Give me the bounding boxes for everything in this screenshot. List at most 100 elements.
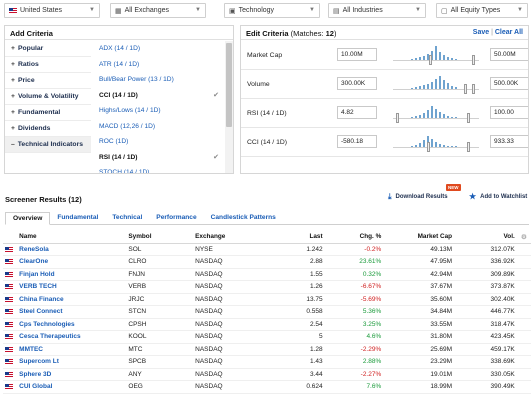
column-header-exchange[interactable]: Exchange: [193, 231, 270, 244]
range-histogram[interactable]: [393, 74, 479, 94]
category-ratios[interactable]: + Ratios: [5, 57, 91, 73]
stock-name-link[interactable]: MMTEC: [17, 343, 127, 356]
min-value-input[interactable]: [337, 135, 377, 148]
table-row[interactable]: CUI Global OEG NASDAQ 0.624 7.6% 18.99M 390.49…: [3, 380, 531, 394]
column-header-market-cap[interactable]: Market Cap: [383, 231, 455, 244]
criterion-item[interactable]: ADX (14 / 1D): [95, 41, 223, 57]
stock-name-link[interactable]: CUI Global: [17, 380, 127, 394]
flag-column-header: [3, 231, 18, 244]
tab-fundamental[interactable]: Fundamental: [57, 214, 99, 221]
stock-name-link[interactable]: China Finance: [17, 293, 127, 306]
tab-performance[interactable]: Performance: [156, 214, 197, 221]
exchange-select[interactable]: ▦ All Exchanges ▼: [110, 3, 206, 18]
range-min-handle[interactable]: [427, 142, 431, 152]
table-row[interactable]: Cps Technologies CPSH NASDAQ 2.54 3.25% 33.55…: [3, 318, 531, 331]
column-header-last[interactable]: Last: [270, 231, 325, 244]
range-min-handle[interactable]: [472, 84, 476, 94]
plus-icon: +: [11, 125, 15, 132]
save-link[interactable]: Save: [472, 29, 490, 36]
criterion-item[interactable]: MACD (12,26 / 1D): [95, 119, 223, 135]
min-value-input[interactable]: [337, 77, 377, 90]
histogram-bar: [435, 46, 437, 60]
scrollbar-thumb[interactable]: [226, 43, 232, 127]
table-row[interactable]: VERB TECH VERB NASDAQ 1.26 -6.67% 37.67M 373.8…: [3, 280, 531, 294]
category-volume-volatility[interactable]: + Volume & Volatility: [5, 89, 91, 105]
criterion-item[interactable]: ATR (14 / 1D): [95, 57, 223, 73]
range-histogram[interactable]: [393, 132, 479, 152]
table-row[interactable]: ReneSola SOL NYSE 1.242 -0.2% 49.13M 312.07K: [3, 243, 531, 256]
stock-name-link[interactable]: ReneSola: [17, 243, 127, 256]
criteria-scrollbar[interactable]: [225, 41, 233, 173]
category-dividends[interactable]: + Dividends: [5, 121, 91, 137]
industry-select[interactable]: ▤ All Industries ▼: [328, 3, 426, 18]
equity-type-select[interactable]: ▢ All Equity Types ▼: [436, 3, 528, 18]
max-value-input[interactable]: [490, 106, 528, 119]
min-value-input[interactable]: [337, 48, 377, 61]
criterion-item[interactable]: ROC (1D): [95, 134, 223, 150]
add-to-watchlist-button[interactable]: ★ Add to Watchlist: [469, 192, 527, 201]
stock-name-link[interactable]: Supercom Lt: [17, 355, 127, 369]
change-percent-cell: 2.88%: [324, 355, 384, 369]
equity-type-value: All Equity Types: [450, 7, 501, 14]
max-value-input[interactable]: [490, 135, 528, 148]
stock-name-link[interactable]: Steel Connect: [17, 305, 127, 319]
range-max-handle[interactable]: [429, 55, 433, 65]
criterion-item[interactable]: CCI (14 / 1D) ✔: [95, 88, 223, 104]
table-row[interactable]: ClearOne CLRO NASDAQ 2.88 23.61% 47.95M 336.92…: [3, 255, 531, 269]
stock-name-link[interactable]: Cps Technologies: [17, 318, 127, 331]
change-percent-cell: 7.6%: [324, 380, 384, 394]
range-histogram[interactable]: [393, 103, 479, 123]
criterion-item[interactable]: Highs/Lows (14 / 1D): [95, 103, 223, 119]
category-price[interactable]: + Price: [5, 73, 91, 89]
histogram-bar: [419, 143, 421, 147]
criterion-item[interactable]: RSI (14 / 1D) ✔: [95, 150, 223, 166]
stock-name-link[interactable]: Sphere 3D: [17, 368, 127, 381]
criterion-item[interactable]: Bull/Bear Power (13 / 1D): [95, 72, 223, 88]
results-table: Name Symbol Exchange Last Chg. % Market …: [3, 231, 531, 394]
max-value-input[interactable]: [490, 77, 528, 90]
results-body: ReneSola SOL NYSE 1.242 -0.2% 49.13M 312.07K Cl…: [3, 243, 531, 394]
histogram-bar: [443, 114, 445, 118]
stock-name-link[interactable]: Cesca Therapeutics: [17, 330, 127, 344]
range-max-handle[interactable]: [466, 113, 470, 123]
plus-icon: +: [11, 93, 15, 100]
column-settings-icon[interactable]: ⚙: [516, 231, 531, 244]
column-header-name[interactable]: Name: [17, 231, 127, 244]
tab-overview[interactable]: Overview: [5, 212, 51, 225]
table-row[interactable]: Steel Connect STCN NASDAQ 0.558 5.36% 34.84M 4…: [3, 305, 531, 319]
flag-cell: [3, 243, 18, 256]
country-select[interactable]: United States ▼: [4, 3, 100, 18]
min-value-input[interactable]: [337, 106, 377, 119]
download-results-button[interactable]: ⤓ Download Results: [388, 192, 448, 202]
stock-name-link[interactable]: Finjan Hold: [17, 268, 127, 281]
table-row[interactable]: Finjan Hold FNJN NASDAQ 1.55 0.32% 42.94M 309.…: [3, 268, 531, 281]
column-header-symbol[interactable]: Symbol: [126, 231, 194, 244]
range-min-handle[interactable]: [396, 113, 400, 123]
column-header-vol[interactable]: Vol.: [454, 231, 517, 244]
clear-all-link[interactable]: Clear All: [494, 29, 523, 36]
range-min-handle[interactable]: [472, 55, 476, 65]
max-value-input[interactable]: [490, 48, 528, 61]
range-max-handle[interactable]: [466, 142, 470, 152]
criterion-item[interactable]: STOCH (14 / 1D): [95, 165, 223, 173]
table-row[interactable]: MMTEC MTC NASDAQ 1.28 -2.29% 25.69M 459.17K: [3, 343, 531, 356]
table-row[interactable]: China Finance JRJC NASDAQ 13.75 -5.69% 35.60M…: [3, 293, 531, 306]
stock-name-link[interactable]: VERB TECH: [17, 280, 127, 294]
volume-cell: 446.77K: [454, 305, 517, 319]
table-row[interactable]: Supercom Lt SPCB NASDAQ 1.43 2.88% 23.29M 338.…: [3, 355, 531, 369]
tab-technical[interactable]: Technical: [112, 214, 143, 221]
category-popular[interactable]: + Popular: [5, 41, 91, 57]
stock-name-link[interactable]: ClearOne: [17, 255, 127, 269]
tab-candlestick-patterns[interactable]: Candlestick Patterns: [210, 214, 276, 221]
column-header-chg[interactable]: Chg. %: [324, 231, 384, 244]
category-fundamental[interactable]: + Fundamental: [5, 105, 91, 121]
category-technical-indicators[interactable]: – Technical Indicators: [5, 137, 91, 153]
exchange-cell: NASDAQ: [193, 255, 270, 269]
table-row[interactable]: Sphere 3D ANY NASDAQ 3.44 -2.27% 19.01M 330.05…: [3, 368, 531, 381]
change-percent-cell: 0.32%: [324, 268, 384, 281]
table-row[interactable]: Cesca Therapeutics KOOL NASDAQ 5 4.6% 31.80M 4…: [3, 330, 531, 344]
range-histogram[interactable]: [393, 45, 479, 65]
range-max-handle[interactable]: [463, 84, 467, 94]
change-percent-cell: -0.2%: [324, 243, 384, 256]
sector-select[interactable]: ▣ Technology ▼: [224, 3, 320, 18]
